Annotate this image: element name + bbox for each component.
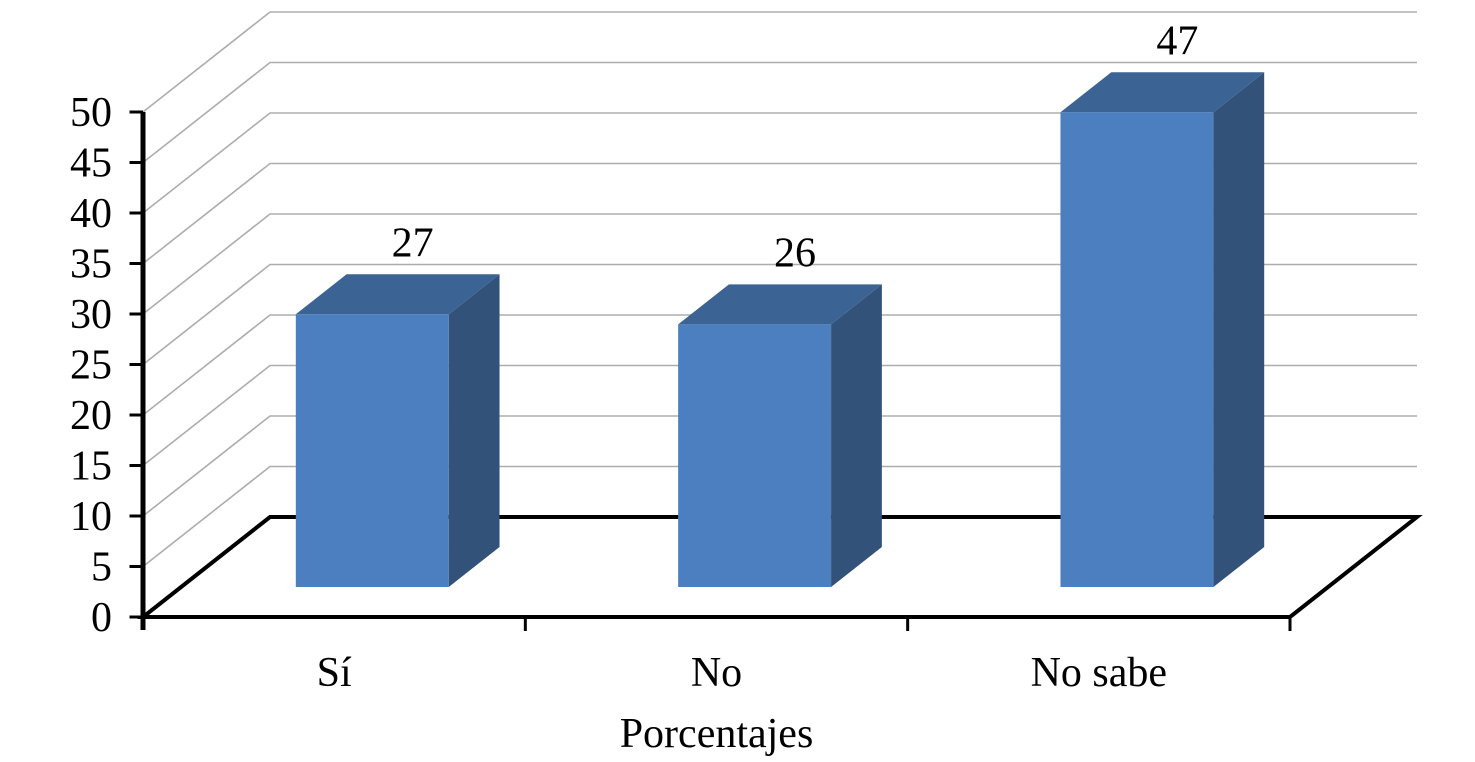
- x-axis-title: Porcentajes: [619, 711, 814, 757]
- bar-side-face: [1213, 72, 1265, 588]
- bar-front-face: [678, 324, 832, 587]
- y-tick-label: 10: [70, 494, 112, 540]
- bar-si: [295, 274, 500, 587]
- data-label: 27: [392, 220, 434, 266]
- y-gridline: [142, 465, 1417, 568]
- y-tick-label: 30: [70, 292, 112, 338]
- y-tick-label: 5: [91, 545, 112, 591]
- y-gridline: [142, 415, 1417, 517]
- category-label-si: Sí: [317, 650, 352, 696]
- category-label-no: No: [691, 650, 742, 696]
- category-label-no-sabe: No sabe: [1031, 650, 1167, 696]
- y-gridline: [142, 213, 1417, 315]
- y-gridline: [142, 11, 1417, 113]
- y-gridline: [142, 364, 1417, 467]
- y-tick-label: 0: [91, 595, 112, 641]
- data-label: 47: [1156, 18, 1198, 64]
- data-label: 26: [774, 230, 816, 276]
- bar-side-face: [831, 284, 882, 587]
- y-gridline: [142, 61, 1417, 164]
- bar-front-face: [295, 314, 449, 587]
- y-tick-label: 35: [70, 242, 112, 288]
- bar-top-face: [295, 274, 500, 315]
- bar-side-face: [448, 274, 500, 587]
- bar-no-sabe: [1060, 72, 1265, 588]
- y-tick-label: 20: [70, 393, 112, 439]
- y-tick-label: 25: [70, 343, 112, 389]
- y-tick-label: 50: [70, 90, 112, 136]
- bar-no: [678, 284, 882, 587]
- y-tick-label: 15: [70, 444, 112, 490]
- y-tick-label: 45: [70, 141, 112, 187]
- bar-front-face: [1060, 112, 1214, 588]
- y-gridline: [142, 263, 1417, 366]
- y-gridline: [142, 314, 1417, 416]
- y-tick-label: 40: [70, 191, 112, 237]
- y-gridline: [142, 112, 1417, 214]
- bar-top-face: [678, 284, 882, 325]
- bar-top-face: [1060, 72, 1265, 113]
- y-gridline: [142, 162, 1417, 265]
